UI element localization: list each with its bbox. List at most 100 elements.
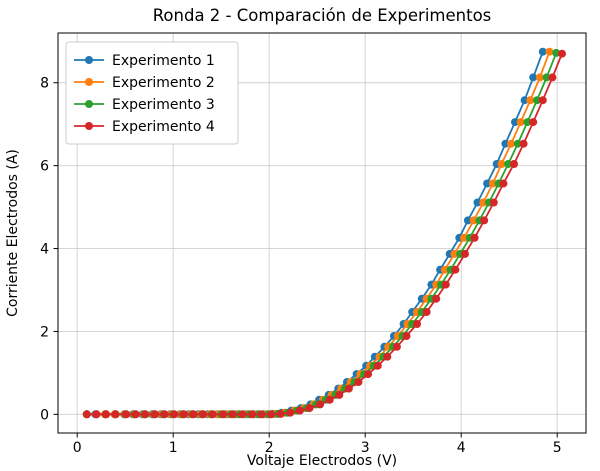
data-point-marker — [480, 216, 489, 225]
data-point-marker — [483, 179, 492, 188]
legend: Experimento 1 Experimento 2 Experimento 3 E… — [65, 41, 239, 145]
data-point-marker — [558, 49, 566, 58]
data-point-marker — [316, 400, 325, 409]
data-point-marker — [451, 265, 460, 274]
legend-label: Experimento 1 — [112, 53, 215, 69]
data-point-marker — [542, 73, 551, 82]
data-point-marker — [548, 73, 557, 82]
y-tick-label: 6 — [40, 159, 49, 175]
data-point-marker — [461, 249, 469, 258]
data-point-marker — [199, 410, 207, 419]
x-axis: 0 1 2 3 4 5 — [73, 433, 562, 456]
data-point-marker — [295, 406, 304, 415]
data-point-marker — [513, 139, 522, 148]
data-point-marker — [440, 265, 449, 274]
data-point-marker — [450, 249, 459, 258]
legend-item: Experimento 2 — [74, 75, 215, 91]
data-point-marker — [402, 332, 411, 340]
data-point-marker — [151, 410, 159, 419]
data-point-marker — [511, 118, 519, 127]
data-point-marker — [92, 410, 101, 419]
data-point-marker — [501, 139, 510, 148]
data-point-marker — [373, 361, 382, 370]
data-point-marker — [473, 198, 482, 207]
data-point-marker — [479, 198, 488, 207]
data-point-marker — [422, 308, 431, 316]
data-point-marker — [383, 352, 392, 361]
legend-label: Experimento 4 — [112, 119, 215, 135]
data-point-marker — [413, 320, 421, 328]
data-point-marker — [208, 410, 217, 419]
data-point-marker — [335, 390, 344, 399]
data-point-marker — [523, 118, 532, 127]
legend-label: Experimento 3 — [112, 97, 215, 113]
data-point-marker — [267, 410, 276, 419]
x-tick-label: 0 — [73, 440, 82, 456]
data-point-marker — [189, 410, 198, 419]
data-point-marker — [463, 216, 472, 225]
legend-marker-icon — [85, 56, 93, 64]
data-point-marker — [516, 118, 525, 127]
data-point-marker — [238, 410, 247, 419]
data-point-marker — [504, 160, 513, 168]
data-point-marker — [529, 73, 538, 82]
data-point-marker — [497, 160, 506, 168]
legend-marker-icon — [85, 78, 93, 86]
x-tick-label: 1 — [169, 440, 178, 456]
data-point-marker — [257, 410, 266, 419]
x-tick-label: 2 — [265, 440, 274, 456]
chart-title: Ronda 2 - Comparación de Experimentos — [153, 6, 492, 25]
x-axis-label: Voltaje Electrodos (V) — [247, 453, 397, 469]
data-point-marker — [102, 410, 110, 419]
data-point-marker — [286, 408, 295, 417]
series-experimento-4 — [82, 49, 566, 419]
data-point-marker — [460, 233, 469, 242]
data-point-marker — [529, 118, 538, 127]
data-point-marker — [160, 410, 169, 419]
legend-item: Experimento 1 — [74, 53, 215, 69]
data-point-marker — [354, 378, 363, 386]
data-point-marker — [122, 410, 131, 419]
data-point-marker — [305, 404, 314, 413]
data-point-marker — [507, 139, 516, 148]
data-point-marker — [519, 139, 528, 148]
data-point-marker — [489, 198, 498, 207]
legend-marker-icon — [85, 122, 93, 130]
y-tick-label: 8 — [40, 76, 49, 92]
data-point-marker — [469, 216, 478, 225]
y-tick-label: 2 — [40, 324, 49, 340]
data-point-marker — [392, 342, 401, 351]
x-tick-label: 4 — [457, 440, 466, 456]
data-point-marker — [545, 47, 554, 56]
legend-label: Experimento 2 — [112, 75, 215, 91]
data-point-marker — [441, 280, 450, 289]
y-axis-label: Corriente Electrodos (A) — [5, 149, 21, 317]
data-point-marker — [535, 73, 544, 82]
data-point-marker — [538, 47, 547, 56]
data-point-marker — [364, 370, 373, 379]
data-point-marker — [325, 395, 334, 404]
y-tick-label: 4 — [40, 242, 49, 258]
legend-item: Experimento 4 — [74, 119, 215, 135]
legend-item: Experimento 3 — [74, 97, 215, 113]
x-tick-label: 3 — [361, 440, 370, 456]
data-point-marker — [520, 96, 529, 105]
data-point-marker — [131, 410, 140, 419]
data-point-marker — [247, 410, 256, 419]
data-point-marker — [344, 384, 353, 393]
data-point-marker — [228, 410, 237, 419]
x-tick-label: 5 — [553, 440, 562, 456]
y-tick-label: 0 — [40, 407, 49, 423]
plot-border — [57, 32, 587, 434]
data-point-marker — [510, 160, 518, 168]
data-point-marker — [219, 410, 228, 419]
data-point-marker — [470, 233, 479, 242]
data-point-marker — [432, 294, 441, 303]
y-axis: 0 2 4 6 8 — [40, 76, 58, 423]
data-point-marker — [111, 410, 120, 419]
data-point-marker — [141, 410, 150, 419]
legend-box — [65, 41, 239, 145]
data-point-marker — [538, 96, 547, 105]
data-point-marker — [533, 96, 541, 105]
